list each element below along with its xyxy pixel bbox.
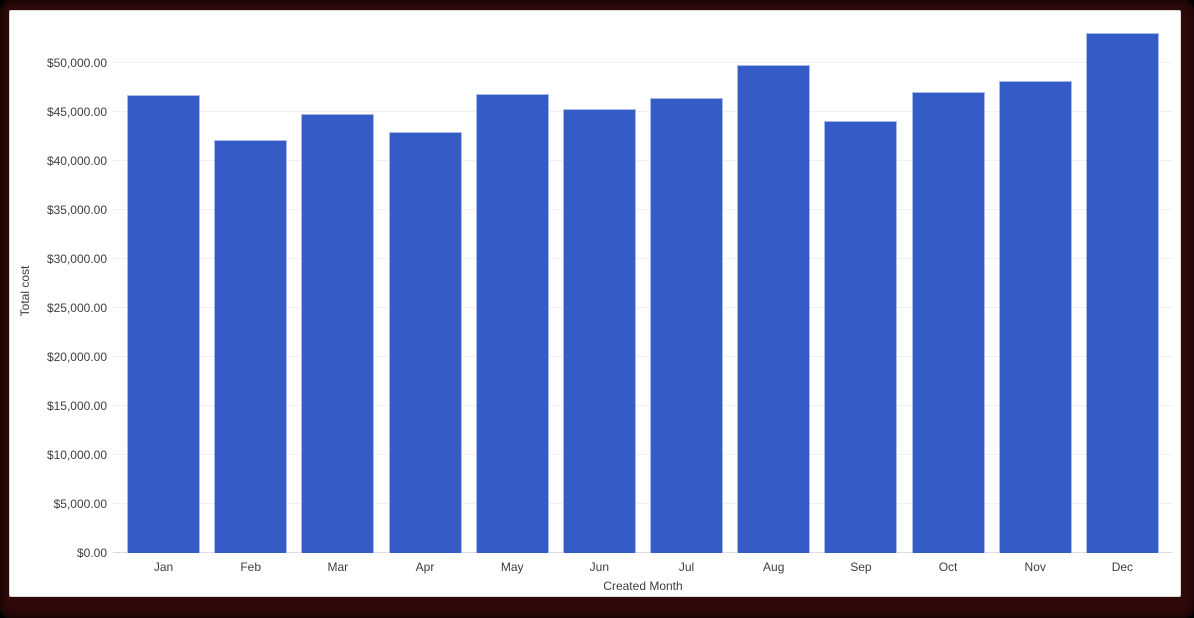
- y-tick-label: $0.00: [76, 546, 107, 560]
- bars-container: [113, 29, 1173, 553]
- x-tick-label: Mar: [327, 560, 349, 574]
- gridline: [113, 307, 1173, 308]
- gridlines-container: [113, 29, 1173, 553]
- y-tick-label: $40,000.00: [46, 154, 107, 168]
- bar-apr[interactable]: [388, 132, 462, 553]
- gridline: [113, 552, 1173, 553]
- y-tick-label: $10,000.00: [46, 448, 107, 462]
- gridline: [113, 62, 1173, 63]
- bar-jun[interactable]: [562, 109, 636, 553]
- y-tick-label: $15,000.00: [46, 399, 107, 413]
- x-tick-label: Dec: [1111, 560, 1134, 574]
- gridline: [113, 209, 1173, 210]
- gridline: [113, 454, 1173, 455]
- bar-mar[interactable]: [301, 114, 375, 553]
- chart-card: Total cost $0.00 $5,000.00 $10,000.00 $15,0…: [9, 10, 1181, 597]
- x-tick-label: Jun: [589, 560, 610, 574]
- gridline: [113, 405, 1173, 406]
- x-axis-tick-labels: Jan Feb Mar Apr May Jun Jul Aug Sep Oct Nov Dec: [113, 560, 1173, 574]
- gridline: [113, 503, 1173, 504]
- y-tick-label: $25,000.00: [46, 301, 107, 315]
- bar-feb[interactable]: [214, 140, 288, 553]
- x-tick-label: Aug: [763, 560, 785, 574]
- gridline: [113, 356, 1173, 357]
- y-axis-tick-labels: $0.00 $5,000.00 $10,000.00 $15,000.00 $20,00…: [10, 29, 107, 560]
- x-tick-label: Sep: [850, 560, 872, 574]
- bar-oct[interactable]: [911, 92, 985, 553]
- bar-aug[interactable]: [737, 65, 811, 553]
- gridline: [113, 111, 1173, 112]
- x-tick-label: Jul: [678, 560, 695, 574]
- bar-jan[interactable]: [127, 95, 200, 553]
- y-tick-label: $30,000.00: [46, 252, 107, 266]
- y-tick-label: $50,000.00: [46, 56, 107, 70]
- bar-sep[interactable]: [824, 121, 898, 553]
- y-tick-label: $35,000.00: [46, 203, 107, 217]
- x-tick-label: May: [500, 560, 524, 574]
- bar-jul[interactable]: [650, 98, 724, 553]
- gridline: [113, 258, 1173, 259]
- y-tick-label: $5,000.00: [53, 497, 107, 511]
- bar-may[interactable]: [475, 94, 549, 553]
- x-tick-label: Oct: [938, 560, 958, 574]
- plot-area: [113, 29, 1173, 553]
- x-axis-title: Created Month: [603, 579, 683, 593]
- y-tick-label: $20,000.00: [46, 350, 107, 364]
- bar-nov[interactable]: [998, 81, 1072, 553]
- x-tick-label: Jan: [153, 560, 174, 574]
- x-tick-label: Apr: [415, 560, 435, 574]
- x-tick-label: Nov: [1024, 560, 1046, 574]
- y-tick-label: $45,000.00: [46, 105, 107, 119]
- bar-dec[interactable]: [1085, 33, 1159, 553]
- x-tick-label: Feb: [240, 560, 262, 574]
- gridline: [113, 160, 1173, 161]
